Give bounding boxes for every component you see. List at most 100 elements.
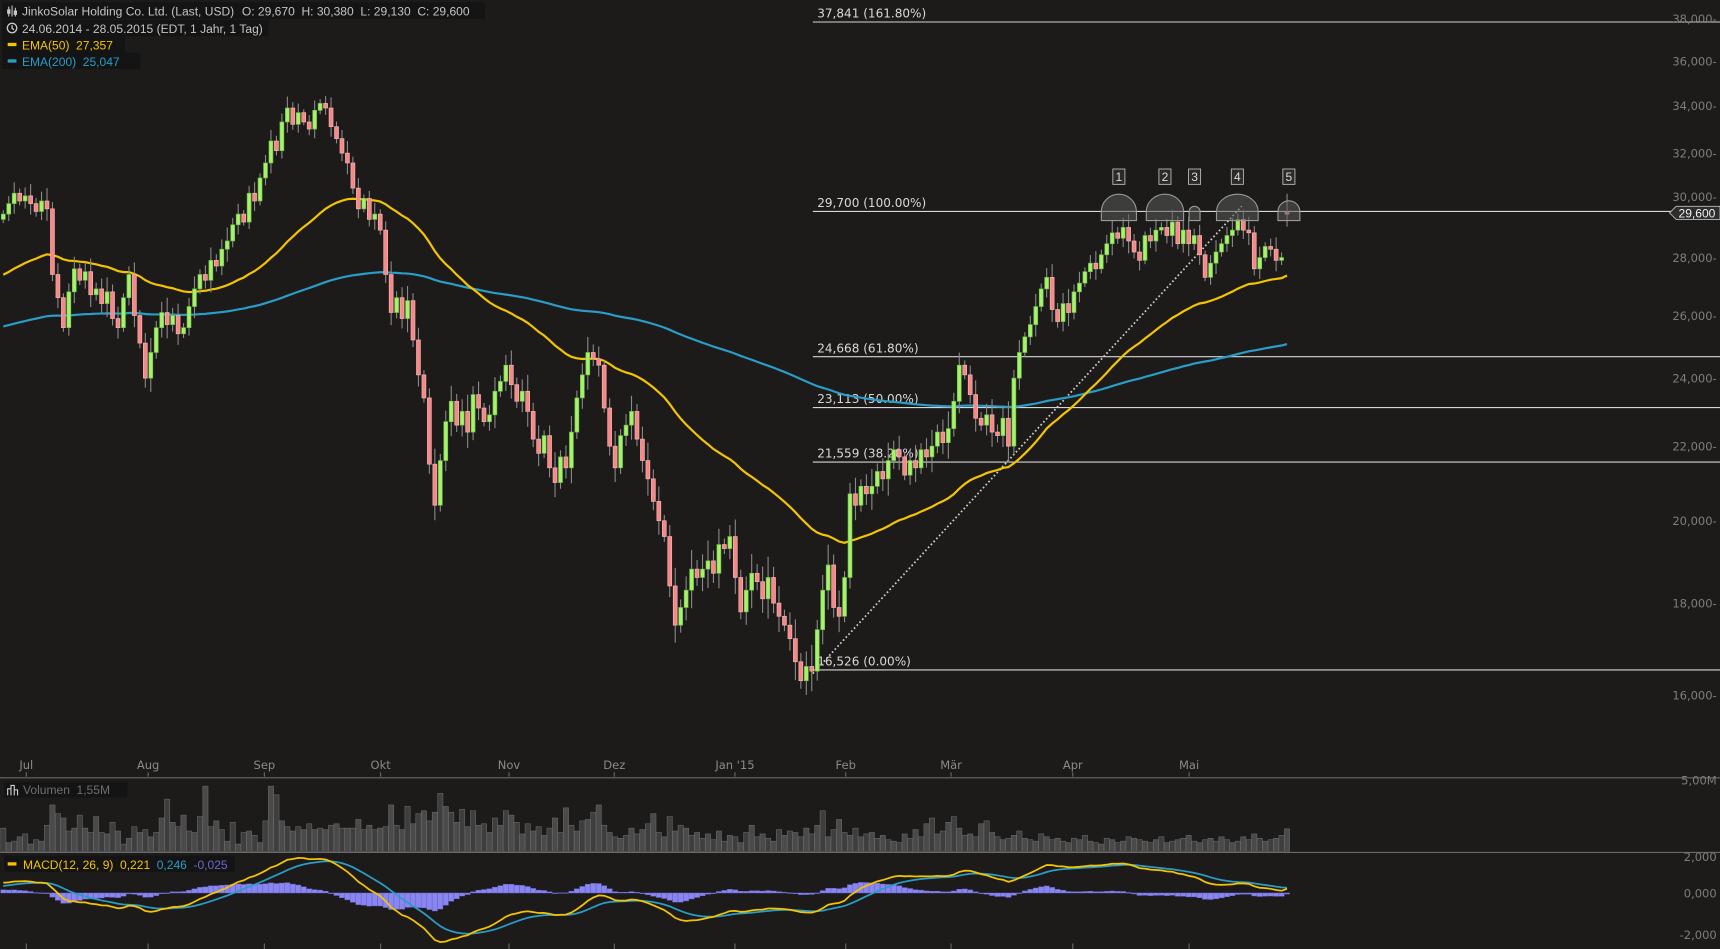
- volume-bar: [1114, 842, 1121, 852]
- volume-bar: [0, 827, 7, 852]
- volume-bar: [339, 827, 345, 852]
- candle-up: [170, 315, 175, 325]
- macd-histogram-bar: [1207, 892, 1214, 900]
- macd-histogram-bar: [38, 892, 45, 894]
- volume-bar: [360, 829, 367, 852]
- price-axis-label: 24,000-: [1672, 372, 1716, 386]
- candle-down: [1126, 227, 1131, 242]
- macd-histogram-bar: [546, 891, 553, 894]
- volume-bar: [475, 824, 482, 852]
- candle-up: [263, 162, 268, 179]
- candle-up: [0, 213, 6, 220]
- volume-bar: [131, 826, 138, 852]
- candle-down: [175, 315, 181, 335]
- candle-down: [328, 107, 334, 128]
- macd-histogram-bar: [792, 892, 799, 894]
- candle-down: [530, 411, 536, 440]
- candle-up: [1060, 303, 1066, 322]
- price-axis[interactable]: 38,000- 36,000- 34,000- 32,000- 30,000- 28,00…: [1672, 12, 1716, 703]
- volume-bar: [1076, 839, 1083, 852]
- macd-histogram-bar: [508, 884, 515, 894]
- candle-down: [416, 339, 421, 376]
- candle-up: [558, 456, 563, 483]
- macd-histogram-bar: [339, 892, 345, 899]
- candle-down: [962, 364, 968, 376]
- fibonacci-label: 37,841 (161.80%): [817, 7, 926, 21]
- macd-histogram-bar: [710, 892, 717, 894]
- pattern-marker-box[interactable]: [1112, 168, 1126, 185]
- candle-up: [820, 589, 826, 630]
- candle-down: [634, 411, 640, 440]
- candle-up: [804, 666, 809, 682]
- candle-down: [350, 162, 356, 189]
- candle-down: [1246, 229, 1252, 234]
- volume-bar: [1196, 842, 1203, 852]
- macd-histogram-bar: [1191, 892, 1198, 898]
- candle-down: [1251, 232, 1257, 270]
- volume-bar: [355, 819, 362, 852]
- macd-axis-2: 2,000: [1684, 850, 1717, 864]
- macd-histogram-bar: [672, 892, 679, 903]
- macd-histogram-bar: [169, 891, 176, 894]
- candles: [0, 95, 1290, 695]
- volume-bar: [1273, 837, 1280, 852]
- candle-up: [700, 568, 705, 578]
- ema200-legend[interactable]: EMA(200) 25,047: [22, 55, 120, 69]
- volume-bar: [311, 829, 318, 852]
- macd-histogram-bar: [300, 886, 307, 894]
- candle-down: [667, 536, 673, 587]
- volume-bar: [814, 824, 821, 852]
- volume-bar: [726, 835, 733, 852]
- volume-bar: [1071, 837, 1077, 852]
- candlestick-settings-icon[interactable]: [7, 5, 18, 17]
- pattern-marker-box[interactable]: [1188, 168, 1202, 185]
- candle-down: [902, 456, 907, 476]
- ema50-label[interactable]: EMA(50): [22, 38, 70, 52]
- ema50-swatch-icon: [7, 42, 17, 47]
- candle-down: [50, 208, 55, 275]
- pattern-marker-box[interactable]: [1158, 168, 1172, 185]
- macd-histogram-bar: [579, 886, 586, 894]
- volume-bar: [1016, 830, 1023, 852]
- macd-histogram-bar: [33, 892, 39, 894]
- macd-histogram-bar: [1153, 892, 1159, 896]
- volume-bar: [115, 830, 121, 852]
- macd-histogram-bar: [268, 882, 274, 894]
- macd-legend[interactable]: MACD(12, 26, 9) 0,221 0,246 -0,025: [23, 858, 228, 872]
- candle-up: [1262, 246, 1268, 258]
- clock-icon: [6, 22, 18, 34]
- volume-bar: [65, 830, 72, 852]
- ema200-label[interactable]: EMA(200): [22, 55, 76, 69]
- candle-up: [6, 203, 12, 215]
- volume-bar: [787, 830, 793, 852]
- macd-histogram-bar: [98, 892, 105, 899]
- candle-down: [514, 384, 520, 402]
- macd-line: [3, 856, 1288, 944]
- volume-bar: [98, 832, 105, 852]
- volume-bar: [519, 833, 526, 852]
- dotted-trendline[interactable]: [812, 205, 1243, 675]
- trendline[interactable]: [812, 205, 1243, 675]
- ema200-legend-bg: [2, 52, 141, 70]
- volume-bar: [1267, 839, 1274, 852]
- macd-label[interactable]: MACD(12, 26, 9): [23, 858, 113, 872]
- volume-bar: [705, 833, 711, 852]
- volume-bar: [699, 837, 706, 852]
- candle-up: [1109, 232, 1115, 245]
- macd-histogram-bar: [961, 888, 968, 894]
- macd-histogram-bar: [1016, 892, 1023, 894]
- macd-histogram-bar: [366, 892, 373, 907]
- volume-bar: [918, 836, 924, 852]
- pattern-marker-box[interactable]: [1230, 168, 1244, 185]
- volume-bar: [1163, 842, 1170, 852]
- macd-histogram-bar: [284, 882, 291, 894]
- ema50-legend[interactable]: EMA(50) 27,357: [22, 38, 113, 52]
- volume-bar: [644, 823, 651, 852]
- macd-histogram-bar: [279, 882, 285, 894]
- volume-bar: [207, 826, 214, 852]
- macd-histogram-bar: [606, 888, 613, 894]
- candle-up: [1257, 257, 1263, 270]
- pattern-marker-box[interactable]: [1282, 168, 1296, 185]
- volume-bar: [1136, 839, 1143, 852]
